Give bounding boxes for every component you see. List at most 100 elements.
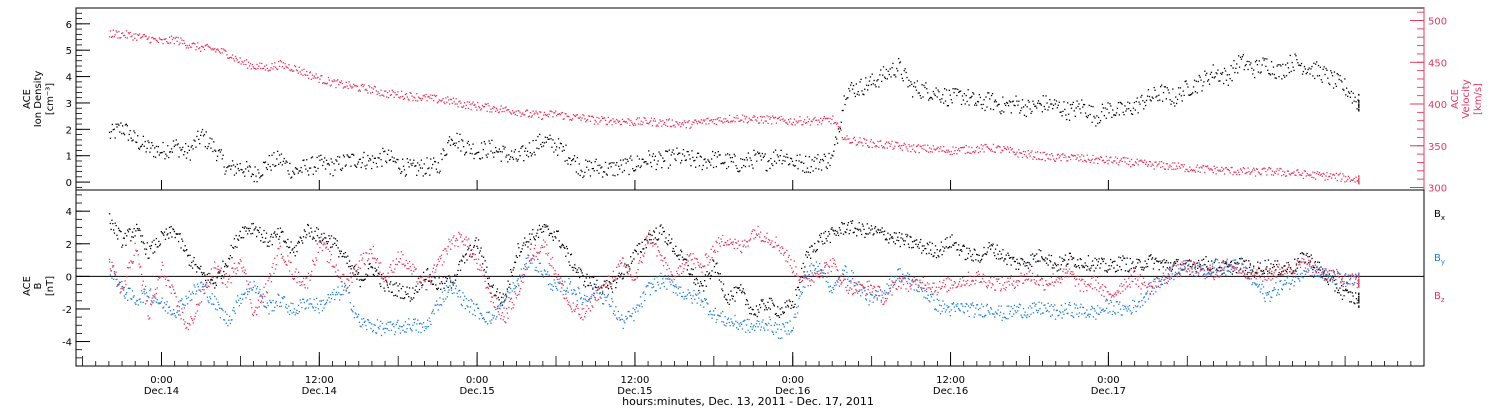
data-point [1272,66,1275,68]
data-point [388,90,391,92]
data-point [731,156,733,159]
data-point [438,99,440,101]
data-point [1045,95,1047,97]
data-point [117,227,120,229]
data-point [229,57,231,59]
data-point [866,139,868,141]
data-point [803,121,805,123]
data-point [439,282,441,285]
data-point [449,98,452,100]
data-point [1022,259,1024,261]
data-point [154,38,157,40]
data-point [763,155,765,157]
data-point [236,59,238,61]
data-point [1229,78,1231,80]
data-point [1070,107,1073,109]
data-point [111,277,113,279]
data-point [200,45,203,47]
data-point [471,256,473,258]
data-point [1029,108,1031,110]
data-point [804,266,806,268]
data-point [400,96,402,98]
data-point [1183,263,1185,265]
data-point [738,171,740,173]
data-point [335,86,337,89]
data-point [326,299,328,301]
data-point [634,311,637,313]
data-point [1237,72,1239,74]
data-point [1030,112,1032,114]
data-point [510,113,513,115]
data-point [1174,261,1176,263]
data-point [288,246,291,248]
data-point [349,302,351,304]
data-point [340,250,342,252]
data-point [389,94,392,96]
data-point [580,119,582,121]
data-point [368,263,370,265]
data-point [646,239,648,241]
data-point [835,122,837,124]
data-point [897,70,899,72]
data-point [1066,263,1068,265]
data-point [125,30,128,32]
data-point [734,300,736,302]
data-point [512,282,514,284]
data-point [325,159,328,161]
data-point [285,242,287,244]
data-point [629,315,631,317]
data-point [619,123,622,126]
data-point [1245,63,1247,66]
data-point [841,109,843,112]
data-point [1141,160,1143,162]
data-point [535,235,537,237]
data-point [205,279,207,282]
data-point [1193,169,1196,172]
data-point [1179,87,1182,89]
data-point [131,231,134,233]
data-point [241,236,243,239]
data-point [1307,174,1309,176]
data-point [230,244,232,247]
data-point [358,279,361,281]
data-point [1069,104,1072,106]
data-point [184,304,186,306]
data-point [539,133,541,135]
data-point [727,120,729,122]
data-point [603,117,606,119]
data-point [1357,99,1359,101]
data-point [535,110,537,112]
data-point [1031,253,1034,255]
data-point [375,90,377,92]
data-point [150,41,152,43]
data-point [262,67,264,70]
data-point [245,168,247,170]
data-point [314,166,316,169]
data-point [1189,265,1191,268]
data-point [831,118,833,121]
data-point [1157,99,1159,102]
data-point [959,90,961,93]
data-point [542,274,544,276]
data-point [1168,268,1170,270]
data-point [462,106,464,108]
data-point [601,115,603,118]
data-point [807,120,810,123]
data-point [577,117,579,119]
data-point [949,236,951,238]
data-point [1056,107,1058,109]
data-point [960,103,963,106]
data-point [662,231,665,233]
data-point [129,287,131,290]
data-point [1160,86,1162,88]
data-point [586,166,588,168]
data-point [609,282,611,284]
data-point [1039,152,1042,154]
data-point [824,155,826,157]
data-point [398,290,400,292]
data-point [774,149,777,151]
data-point [620,123,623,126]
data-point [641,158,643,160]
data-point [1340,180,1342,182]
data-point [171,38,174,41]
